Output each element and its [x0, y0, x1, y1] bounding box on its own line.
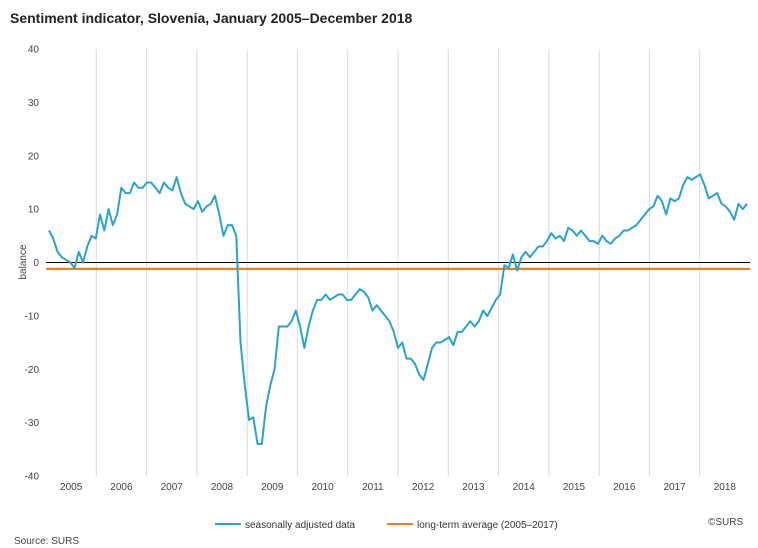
y-tick-label: -10: [25, 311, 40, 322]
x-tick-label: 2016: [613, 482, 636, 493]
x-tick-label: 2013: [462, 482, 485, 493]
x-tick-label: 2017: [663, 482, 686, 493]
source-note: Source: SURS: [14, 536, 80, 547]
x-tick-label: 2011: [362, 482, 384, 493]
x-tick-label: 2012: [412, 482, 435, 493]
legend-label-long-term-average: long-term average (2005–2017): [417, 520, 558, 531]
legend: seasonally adjusted data long-term avera…: [215, 520, 558, 531]
x-tick-labels: 2005 2006 2007 2008 2009 2010 2011 2012 2013 2014…: [60, 482, 736, 493]
x-tick-label: 2005: [60, 482, 83, 493]
copyright-note: ©SURS: [708, 517, 744, 528]
y-tick-label: -30: [25, 418, 40, 429]
x-tick-label: 2014: [513, 482, 536, 493]
chart-title: Sentiment indicator, Slovenia, January 2…: [10, 10, 413, 26]
y-tick-label: 0: [33, 258, 39, 269]
x-tick-label: 2018: [714, 482, 737, 493]
y-tick-label: 30: [28, 98, 40, 109]
y-tick-labels: 40 30 20 10 0 -10 -20 -30 -40: [25, 45, 40, 483]
x-tick-label: 2009: [261, 482, 284, 493]
seasonally-adjusted-line: [48, 173, 748, 445]
y-axis-title: balance: [18, 244, 29, 279]
x-tick-label: 2010: [311, 482, 334, 493]
y-tick-label: 20: [28, 151, 40, 162]
y-tick-label: 40: [28, 45, 40, 56]
y-tick-label: 10: [28, 205, 40, 216]
y-tick-label: -40: [25, 472, 40, 483]
x-tick-label: 2006: [110, 482, 133, 493]
x-tick-label: 2007: [161, 482, 184, 493]
x-tick-label: 2008: [211, 482, 234, 493]
legend-label-seasonally-adjusted: seasonally adjusted data: [245, 520, 356, 531]
x-tick-label: 2015: [563, 482, 586, 493]
y-tick-label: -20: [25, 365, 40, 376]
